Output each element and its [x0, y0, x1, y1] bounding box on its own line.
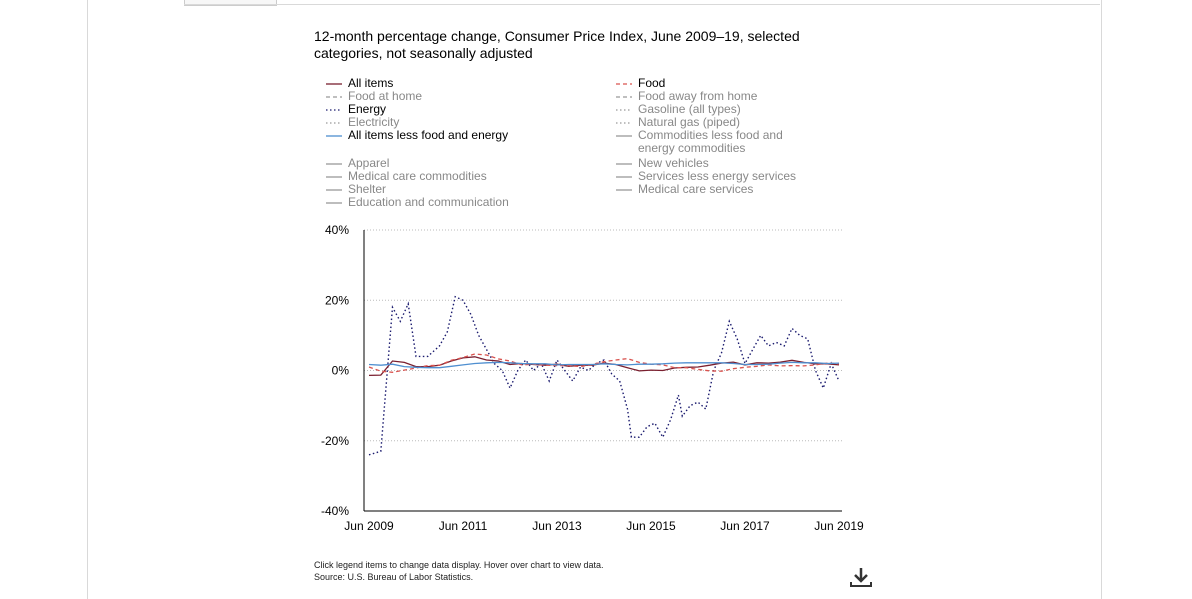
tab-stub[interactable] [184, 0, 277, 6]
x-tick-label: Jun 2013 [532, 519, 582, 533]
legend-item-food[interactable]: Food [616, 77, 665, 90]
x-tick-label: Jun 2009 [344, 519, 394, 533]
legend-swatch [616, 83, 632, 85]
chart-grid [364, 229, 842, 512]
x-tick-label: Jun 2017 [720, 519, 770, 533]
y-axis-ticks: 40% 20% 0% -20% -40% [321, 223, 349, 518]
legend-swatch [326, 122, 342, 124]
legend-label: Education and communication [348, 195, 509, 209]
y-tick-label: -20% [321, 434, 349, 448]
legend-item-natural-gas-piped[interactable]: Natural gas (piped) [616, 116, 740, 129]
legend-swatch [326, 83, 342, 85]
legend-label: Services less energy services [638, 169, 797, 183]
legend-label: Medical care commodities [348, 169, 487, 183]
legend-label: Gasoline (all types) [638, 102, 741, 116]
x-tick-label: Jun 2011 [439, 519, 488, 533]
legend-item-apparel[interactable]: Apparel [326, 157, 389, 170]
x-tick-label: Jun 2015 [626, 519, 676, 533]
legend-label: Natural gas (piped) [638, 115, 741, 129]
legend-label: Food at home [348, 89, 423, 103]
chart-frame [87, 0, 1102, 599]
legend-label: All items less food and energy [348, 128, 509, 142]
instruction-note: Click legend items to change data displa… [314, 560, 604, 570]
legend-item-shelter[interactable]: Shelter [326, 183, 386, 196]
legend-item-education-and-communication[interactable]: Education and communication [326, 196, 509, 209]
legend-item-new-vehicles[interactable]: New vehicles [616, 157, 709, 170]
legend-swatch [326, 189, 342, 191]
legend-item-gasoline-all-types[interactable]: Gasoline (all types) [616, 103, 741, 116]
y-tick-label: -40% [321, 504, 349, 518]
series-line-energy[interactable] [368, 295, 840, 456]
chart-title: 12-month percentage change, Consumer Pri… [314, 28, 800, 61]
legend-swatch [326, 96, 342, 98]
legend-swatch [326, 202, 342, 204]
legend-swatch [326, 109, 342, 111]
y-tick-label: 0% [332, 364, 350, 378]
legend-swatch [326, 176, 342, 178]
legend-swatch [616, 163, 632, 165]
legend-label: Medical care services [638, 182, 754, 196]
legend-item-medical-care-services[interactable]: Medical care services [616, 183, 753, 196]
legend-swatch [326, 135, 342, 137]
legend-swatch [616, 135, 632, 137]
source-note: Source: U.S. Bureau of Labor Statistics. [314, 572, 474, 582]
legend-label: Commodities less food and energy commodi… [638, 128, 783, 155]
legend-label: Food [638, 76, 666, 90]
legend-label: Apparel [348, 156, 390, 170]
legend-label: All items [348, 76, 394, 90]
series-line-all-items-less-food-and-energy[interactable] [368, 361, 840, 369]
tab-divider [184, 4, 1100, 5]
footer-notes: Click legend items to change data displa… [314, 559, 603, 583]
legend-item-food-at-home[interactable]: Food at home [326, 90, 422, 103]
legend-item-all-items-less-food-and-energy[interactable]: All items less food and energy [326, 129, 508, 142]
legend-label: New vehicles [638, 156, 709, 170]
download-icon[interactable] [849, 565, 873, 589]
legend-swatch [616, 109, 632, 111]
legend-item-medical-care-commodities[interactable]: Medical care commodities [326, 170, 487, 183]
legend-swatch [616, 189, 632, 191]
legend-item-electricity[interactable]: Electricity [326, 116, 399, 129]
legend-swatch [616, 176, 632, 178]
y-tick-label: 40% [325, 223, 349, 237]
legend-swatch [616, 96, 632, 98]
x-tick-label: Jun 2019 [814, 519, 864, 533]
chart-series [368, 295, 840, 456]
x-axis-ticks: Jun 2009 Jun 2011 Jun 2013 Jun 2015 Jun 2017… [344, 519, 864, 533]
legend-item-food-away-from-home[interactable]: Food away from home [616, 90, 757, 103]
legend-label: Shelter [348, 182, 387, 196]
legend-label: Energy [348, 102, 387, 116]
legend-item-all-items[interactable]: All items [326, 77, 393, 90]
legend-item-energy[interactable]: Energy [326, 103, 386, 116]
y-tick-label: 20% [325, 293, 349, 307]
series-line-food[interactable] [368, 353, 840, 373]
legend-item-services-less-energy-services[interactable]: Services less energy services [616, 170, 796, 183]
legend-label: Food away from home [638, 89, 758, 103]
legend-swatch [616, 122, 632, 124]
legend-label: Electricity [348, 115, 400, 129]
legend-swatch [326, 163, 342, 165]
legend-item-commodities-less-food-and-energy-commodities[interactable]: Commodities less food and energy commodi… [616, 129, 816, 155]
